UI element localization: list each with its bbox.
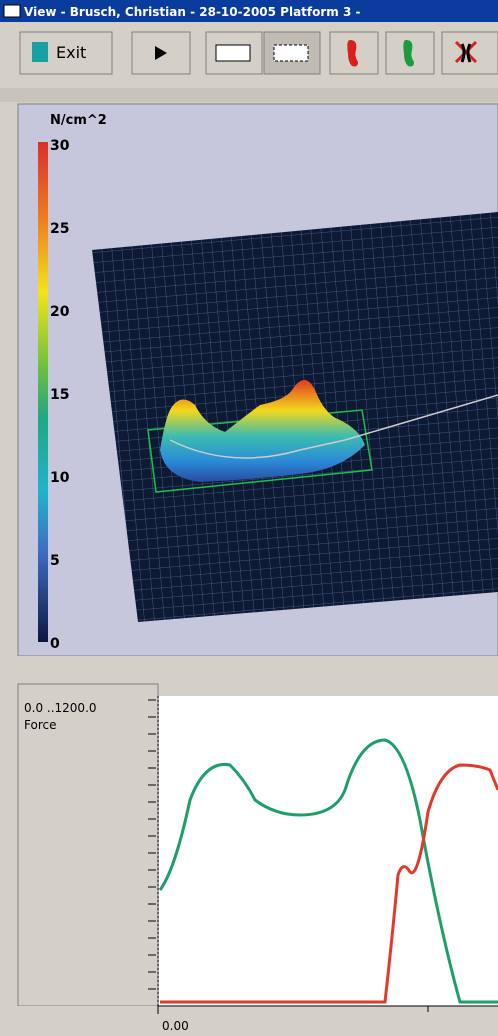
both-feet-icon	[454, 40, 478, 64]
play-button[interactable]	[131, 31, 191, 75]
scale-tick-label: 10	[50, 470, 70, 486]
separator	[0, 88, 498, 102]
window-icon	[3, 4, 21, 18]
both-feet-button[interactable]	[441, 31, 498, 75]
separator	[0, 656, 498, 682]
scale-tick-label: 15	[50, 387, 69, 403]
force-label: Force	[24, 718, 56, 732]
x-start-label: 0.00	[162, 1019, 189, 1033]
scale-tick-label: 25	[50, 221, 69, 237]
multi-view-icon	[273, 44, 309, 62]
x-axis	[157, 1005, 498, 1014]
title-bar	[0, 0, 498, 22]
scale-tick-label: 5	[50, 553, 60, 569]
scale-tick-label: 0	[50, 636, 60, 652]
color-scale	[38, 142, 48, 642]
scale-tick-label: 30	[50, 138, 70, 154]
both-feet-shape	[460, 43, 472, 63]
scale-unit: N/cm^2	[50, 113, 107, 128]
scale-tick-label: 20	[50, 304, 70, 320]
play-icon	[155, 46, 167, 60]
force-curve-red	[160, 763, 498, 1004]
left-foot-icon	[347, 40, 358, 67]
scale-ticks: 30 25 20 15 10 5 0	[50, 138, 70, 652]
pressure-map	[160, 380, 365, 482]
pressure-line	[169, 394, 498, 459]
exit-icon	[32, 42, 48, 62]
y-axis-ticks	[148, 699, 156, 990]
force-range: 0.0 ..1200.0	[24, 701, 97, 715]
graph-legend-panel	[17, 683, 159, 1007]
right-foot-icon	[403, 40, 414, 67]
force-curve-green	[158, 738, 498, 1004]
x-axis-panel	[0, 1006, 498, 1036]
exit-label: Exit	[56, 43, 86, 62]
window-title: View - Brusch, Christian - 28-10-2005 Pl…	[24, 5, 361, 19]
graph-area	[159, 696, 498, 1006]
single-view-icon	[215, 44, 251, 62]
